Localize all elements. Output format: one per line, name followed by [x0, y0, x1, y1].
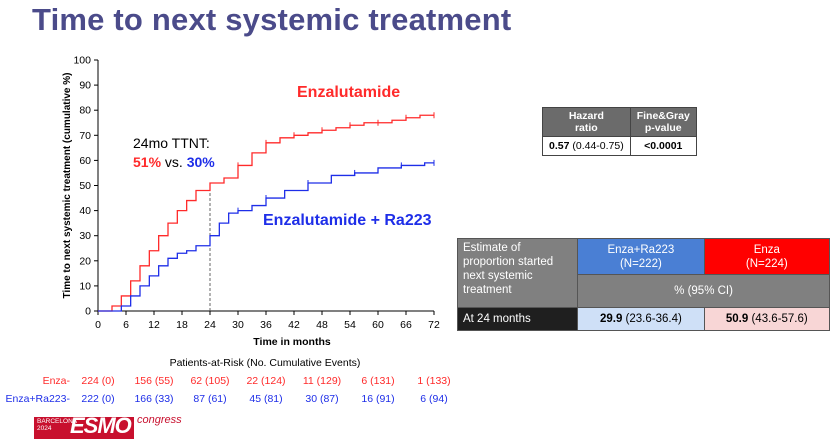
risk-row-label: Enza-	[43, 375, 71, 387]
x-axis-label: Time in months	[253, 336, 331, 348]
legend-enzalutamide: Enzalutamide	[297, 84, 400, 101]
risk-value: 6 (94)	[420, 393, 447, 405]
enza-ra223-estimate: 29.9 (23.6-36.4)	[577, 307, 705, 331]
y-tick-label: 60	[79, 155, 91, 167]
y-tick-label: 100	[73, 55, 91, 67]
risk-table-heading: Patients-at-Risk (No. Cumulative Events)	[170, 357, 361, 369]
risk-value: 11 (129)	[303, 375, 341, 387]
x-tick-label: 30	[232, 319, 244, 331]
chart-labels: 24mo TTNT: 51% vs. 30% Enzalutamide Enzalut…	[133, 84, 432, 229]
risk-value: 156 (55)	[134, 375, 173, 387]
annotation-line1: 24mo TTNT:	[133, 135, 210, 151]
risk-value: 30 (87)	[305, 393, 338, 405]
ci-header: % (95% CI)	[577, 274, 830, 308]
x-tick-label: 48	[316, 319, 328, 331]
x-tick-label: 12	[148, 319, 160, 331]
page-title: Time to next systemic treatment	[32, 2, 512, 37]
y-tick-label: 30	[79, 230, 91, 242]
enza-estimate: 50.9 (43.6-57.6)	[703, 307, 830, 331]
risk-value: 1 (133)	[417, 375, 450, 387]
legend-enzalutamide-ra223: Enzalutamide + Ra223	[263, 212, 432, 229]
x-tick-label: 60	[372, 319, 384, 331]
risk-table: Patients-at-Risk (No. Cumulative Events)…	[5, 357, 450, 405]
y-tick-label: 90	[79, 80, 91, 92]
risk-value: 22 (124)	[246, 375, 285, 387]
y-tick-label: 10	[79, 280, 91, 292]
y-axis-label: Time to next systemic treatment (cumulat…	[62, 73, 73, 299]
x-tick-label: 6	[123, 319, 129, 331]
y-tick-label: 0	[85, 306, 91, 318]
y-tick-label: 40	[79, 205, 91, 217]
at-24-months-label: At 24 months	[456, 307, 579, 331]
x-tick-label: 24	[204, 319, 216, 331]
hazard-ratio-value: 0.57 (0.44-0.75)	[542, 136, 631, 156]
x-tick-label: 72	[428, 319, 440, 331]
risk-value: 87 (61)	[193, 393, 226, 405]
y-tick-label: 80	[79, 105, 91, 117]
p-value-value: <0.0001	[629, 136, 697, 156]
x-tick-label: 18	[176, 319, 188, 331]
hazard-ratio-table: Hazard ratio Fine&Gray p-value 0.57 (0.44-…	[542, 107, 697, 156]
y-tick-label: 70	[79, 130, 91, 142]
x-tick-label: 0	[95, 319, 101, 331]
p-value-header: Fine&Gray p-value	[629, 107, 697, 137]
hazard-ratio-header: Hazard ratio	[542, 107, 631, 137]
risk-value: 166 (33)	[134, 393, 173, 405]
estimate-label: Estimate of proportion started next syst…	[456, 238, 579, 308]
enza-column-header: Enza (N=224)	[703, 238, 830, 275]
risk-value: 6 (131)	[361, 375, 394, 387]
risk-value: 16 (91)	[361, 393, 394, 405]
x-tick-label: 42	[288, 319, 300, 331]
enza-ra223-column-header: Enza+Ra223 (N=222)	[577, 238, 705, 275]
risk-row-label: Enza+Ra223-	[5, 393, 70, 405]
x-tick-label: 66	[400, 319, 412, 331]
y-tick-label: 50	[79, 180, 91, 192]
estimate-table: Estimate of proportion started next syst…	[456, 238, 830, 331]
chart-series	[98, 112, 435, 312]
risk-value: 45 (81)	[249, 393, 282, 405]
risk-value: 222 (0)	[81, 393, 114, 405]
risk-value: 224 (0)	[81, 375, 114, 387]
y-tick-label: 20	[79, 255, 91, 267]
series-line-enzalutamide	[98, 114, 434, 312]
x-tick-label: 36	[260, 319, 272, 331]
risk-value: 62 (105)	[190, 375, 229, 387]
annotation-line2: 51% vs. 30%	[133, 154, 215, 170]
chart-axes: 0 10 20 30 40 50 60 70 80 90 100 0 6 12 18 24 30 36 42 48 54…	[62, 55, 440, 349]
x-tick-label: 54	[344, 319, 356, 331]
series-line-enzalutamide-ra223	[98, 162, 434, 312]
